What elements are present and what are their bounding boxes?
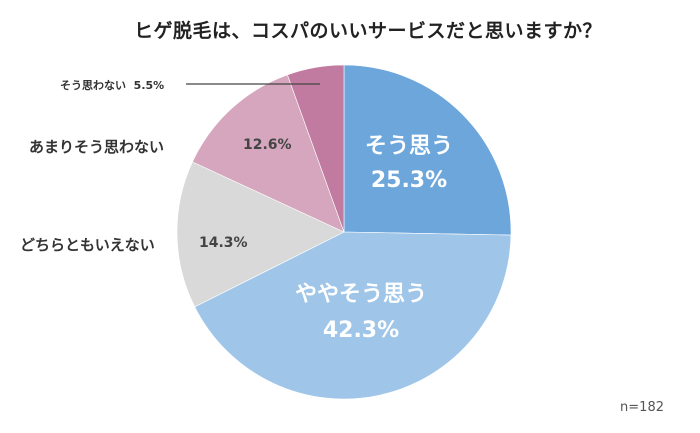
slice-label-sou-omowanai: そう思わない 5.5%	[60, 77, 164, 93]
slice-label-yaya-sou-omou: ややそう思う 42.3%	[276, 276, 446, 343]
slice-value-dochira: 14.3%	[199, 235, 248, 251]
pie-slice	[176, 161, 345, 308]
slice-value-amari: 12.6%	[243, 137, 292, 153]
slice-name: ややそう思う	[294, 282, 427, 307]
slice-name: そう思う	[364, 134, 453, 159]
pie-slice	[343, 64, 512, 236]
slice-value: 5.5%	[133, 79, 165, 92]
slice-name: そう思わない	[60, 79, 126, 92]
slice-value: 25.3%	[370, 168, 448, 193]
pie-slice	[192, 74, 345, 233]
chart-title: ヒゲ脱毛は、コスパのいいサービスだと思いますか？	[133, 20, 602, 42]
slice-label-sou-omou: そう思う 25.3%	[354, 128, 464, 193]
pie-slice	[194, 231, 512, 400]
slice-value: 42.3%	[322, 318, 400, 343]
pie-slice	[287, 64, 345, 233]
slice-label-dochira: どちらともいえない	[20, 236, 155, 254]
sample-size: n=182	[620, 400, 664, 415]
slice-label-amari: あまりそう思わない	[29, 138, 165, 156]
